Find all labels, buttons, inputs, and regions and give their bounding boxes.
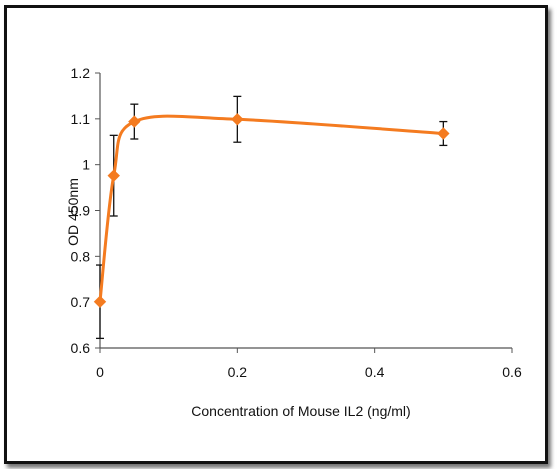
data-point-4	[437, 127, 450, 140]
x-tick-label-0: 0	[96, 364, 104, 380]
x-tick-label-2: 0.4	[365, 364, 385, 380]
x-tick-label-3: 0.6	[502, 364, 522, 380]
x-tick-label-1: 0.2	[228, 364, 248, 380]
series-curve	[98, 114, 444, 302]
axes: 0.6 0.7 0.8 0.9 1 1.1 1.2 0 0.2 0.4 0.6	[71, 65, 522, 380]
error-bars	[96, 95, 448, 340]
data-point-2	[128, 115, 141, 128]
y-axis-label: OD 450nm	[65, 178, 81, 246]
data-point-3	[231, 113, 244, 126]
data-points	[93, 113, 450, 308]
y-tick-label-0: 0.6	[71, 340, 91, 356]
chart-frame	[4, 5, 548, 464]
y-tick-label-1: 0.7	[71, 294, 91, 310]
data-point-0	[93, 295, 107, 308]
data-point-1	[107, 169, 120, 182]
y-tick-label-3: 0.9	[71, 203, 91, 219]
y-tick-label-2: 0.8	[71, 248, 91, 264]
y-tick-label-4: 1	[82, 157, 90, 173]
y-tick-label-5: 1.1	[71, 111, 91, 127]
x-axis-label: Concentration of Mouse IL2 (ng/ml)	[191, 403, 410, 419]
y-tick-label-6: 1.2	[71, 65, 91, 81]
